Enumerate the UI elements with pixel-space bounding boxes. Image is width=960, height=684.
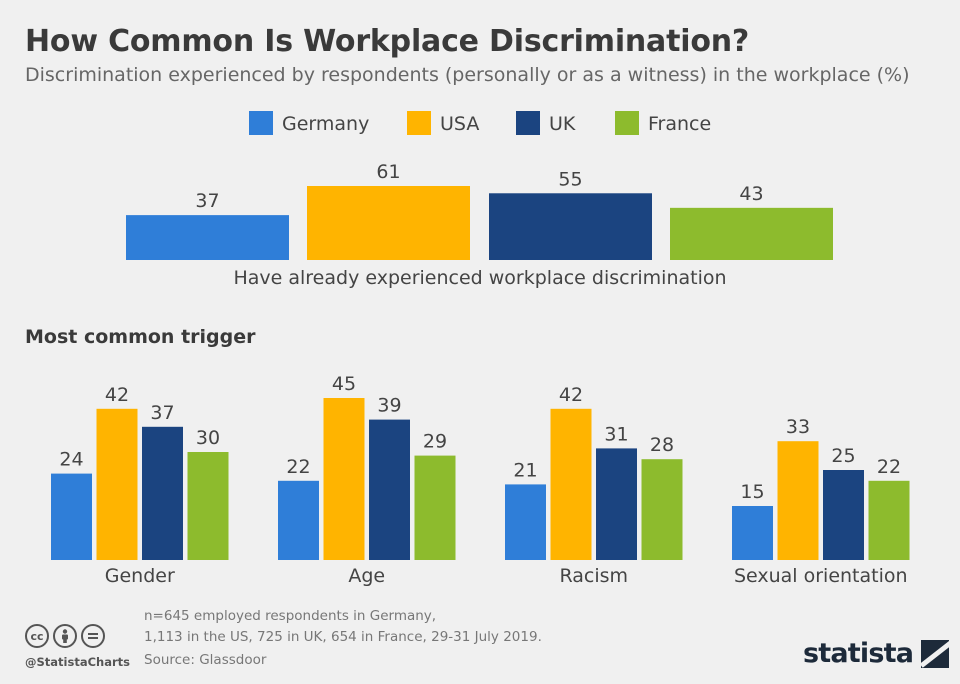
- statista-logo-icon: [921, 639, 950, 668]
- category-label-sexual-orientation: Sexual orientation: [734, 565, 908, 587]
- bar-sexual-orientation-france: [868, 480, 910, 560]
- footer-note-line-1: n=645 employed respondents in Germany,: [144, 608, 437, 624]
- data-label-top-uk: 55: [558, 168, 582, 190]
- page-title: How Common Is Workplace Discrimination?: [25, 24, 750, 59]
- category-label-gender: Gender: [105, 565, 175, 587]
- legend-swatch-france: [615, 111, 639, 135]
- data-label-top-germany: 37: [195, 190, 219, 212]
- data-label-top-usa: 61: [376, 161, 400, 183]
- data-label-racism-germany: 21: [513, 459, 537, 481]
- person-icon: [53, 624, 77, 648]
- bar-sexual-orientation-uk: [823, 470, 864, 560]
- bar-age-germany: [278, 480, 319, 560]
- data-label-gender-france: 30: [196, 427, 220, 449]
- bar-sexual-orientation-usa: [777, 441, 819, 560]
- bar-top-france: [670, 207, 833, 260]
- legend-swatch-germany: [249, 111, 273, 135]
- category-label-age: Age: [348, 565, 385, 587]
- legend-label-france: France: [648, 113, 711, 135]
- footer-note-line-2: 1,113 in the US, 725 in UK, 654 in Franc…: [144, 629, 542, 645]
- data-label-age-usa: 45: [332, 373, 356, 395]
- footer-note: n=645 employed respondents in Germany, 1…: [144, 606, 542, 648]
- data-label-top-france: 43: [739, 183, 763, 205]
- category-label-racism: Racism: [559, 565, 628, 587]
- bar-gender-uk: [142, 426, 183, 560]
- page-subtitle: Discrimination experienced by respondent…: [25, 64, 910, 86]
- equals-icon: [81, 624, 105, 648]
- bar-racism-uk: [596, 448, 637, 560]
- legend-swatch-uk: [516, 111, 540, 135]
- top-category-label: Have already experienced workplace discr…: [233, 267, 726, 289]
- data-label-gender-uk: 37: [150, 402, 174, 424]
- bar-age-usa: [323, 398, 365, 560]
- data-label-age-uk: 39: [377, 395, 401, 417]
- bar-racism-usa: [550, 408, 592, 560]
- bar-gender-germany: [51, 473, 92, 560]
- data-label-age-france: 29: [423, 431, 447, 453]
- legend-label-usa: USA: [440, 113, 479, 135]
- bar-racism-france: [641, 459, 683, 560]
- data-label-gender-germany: 24: [59, 449, 83, 471]
- data-label-age-germany: 22: [286, 456, 310, 478]
- cc-icon: cc: [25, 624, 49, 648]
- bar-sexual-orientation-germany: [732, 506, 773, 560]
- bar-age-uk: [369, 419, 410, 560]
- brand-name: statista: [803, 638, 914, 669]
- data-label-racism-france: 28: [650, 434, 674, 456]
- data-label-sexual-orientation-uk: 25: [831, 445, 855, 467]
- data-label-sexual-orientation-germany: 15: [740, 481, 764, 503]
- bar-age-france: [414, 455, 456, 560]
- data-label-racism-usa: 42: [559, 384, 583, 406]
- legend-label-germany: Germany: [282, 113, 369, 135]
- social-handle: @StatistaCharts: [25, 655, 130, 669]
- bar-racism-germany: [505, 484, 546, 560]
- statista-logo[interactable]: statista: [803, 638, 950, 669]
- data-label-racism-uk: 31: [604, 423, 628, 445]
- bar-top-germany: [126, 215, 289, 260]
- data-label-gender-usa: 42: [105, 384, 129, 406]
- bar-top-uk: [489, 193, 652, 260]
- legend-label-uk: UK: [549, 113, 576, 135]
- source-text: Source: Glassdoor: [144, 652, 267, 668]
- bar-gender-usa: [96, 408, 138, 560]
- bar-gender-france: [187, 452, 229, 560]
- bar-top-usa: [307, 186, 470, 260]
- license-icons: cc: [25, 624, 105, 648]
- section-title: Most common trigger: [25, 326, 256, 348]
- legend-swatch-usa: [407, 111, 431, 135]
- data-label-sexual-orientation-usa: 33: [786, 416, 810, 438]
- data-label-sexual-orientation-france: 22: [877, 456, 901, 478]
